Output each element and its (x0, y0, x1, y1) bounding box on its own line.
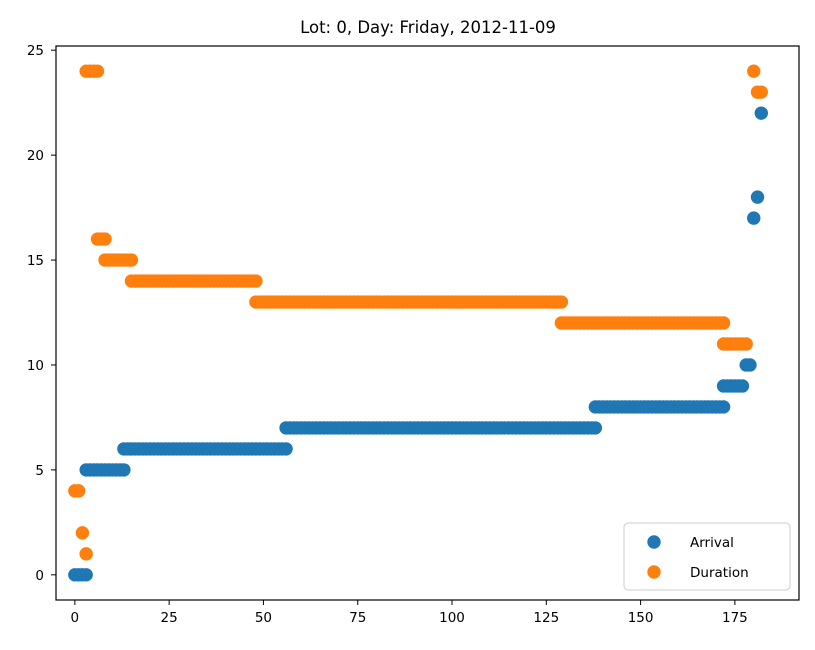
data-point (79, 547, 93, 561)
data-point (716, 316, 731, 330)
x-tick-label: 25 (161, 610, 178, 626)
y-axis: 0 5 10 15 20 25 (27, 43, 56, 584)
data-point (747, 64, 761, 78)
plot-area-frame (55, 45, 800, 601)
data-point (754, 106, 768, 120)
data-point (554, 295, 569, 309)
chart-title: Lot: 0, Day: Friday, 2012-11-09 (300, 18, 556, 37)
data-point (747, 211, 761, 225)
x-tick-label: 0 (71, 610, 80, 626)
x-tick-label: 50 (255, 610, 272, 626)
x-tick-label: 175 (722, 610, 748, 626)
data-point (279, 442, 293, 456)
data-point (90, 64, 105, 78)
y-tick-label: 15 (27, 253, 44, 269)
data-point (71, 484, 86, 498)
data-point (588, 421, 603, 435)
data-point (249, 274, 263, 288)
legend-label: Duration (690, 565, 749, 581)
legend-box (623, 522, 791, 591)
data-points (68, 64, 768, 582)
data-point (117, 463, 131, 477)
legend-label: Arrival (690, 535, 734, 551)
legend: Arrival Duration (623, 522, 791, 591)
data-point (739, 337, 753, 351)
series-duration (68, 64, 768, 561)
y-tick-label: 25 (27, 43, 44, 59)
legend-marker (647, 535, 661, 549)
legend-marker (647, 565, 661, 579)
y-tick-label: 10 (27, 358, 44, 374)
data-point (98, 232, 112, 246)
data-point (124, 253, 139, 267)
y-tick-label: 20 (27, 148, 44, 164)
x-tick-label: 100 (439, 610, 465, 626)
data-point (735, 379, 750, 393)
data-point (79, 568, 93, 582)
x-tick-label: 75 (349, 610, 366, 626)
y-tick-label: 0 (35, 568, 44, 584)
series-arrival (68, 106, 768, 582)
data-point (754, 85, 768, 99)
data-point (750, 190, 765, 204)
data-point (75, 526, 90, 540)
data-point (716, 400, 731, 414)
x-axis: 0 25 50 75 100 125 150 175 (71, 600, 748, 626)
x-tick-label: 150 (628, 610, 654, 626)
y-tick-label: 5 (35, 463, 44, 479)
data-point (743, 358, 757, 372)
x-tick-label: 125 (533, 610, 559, 626)
